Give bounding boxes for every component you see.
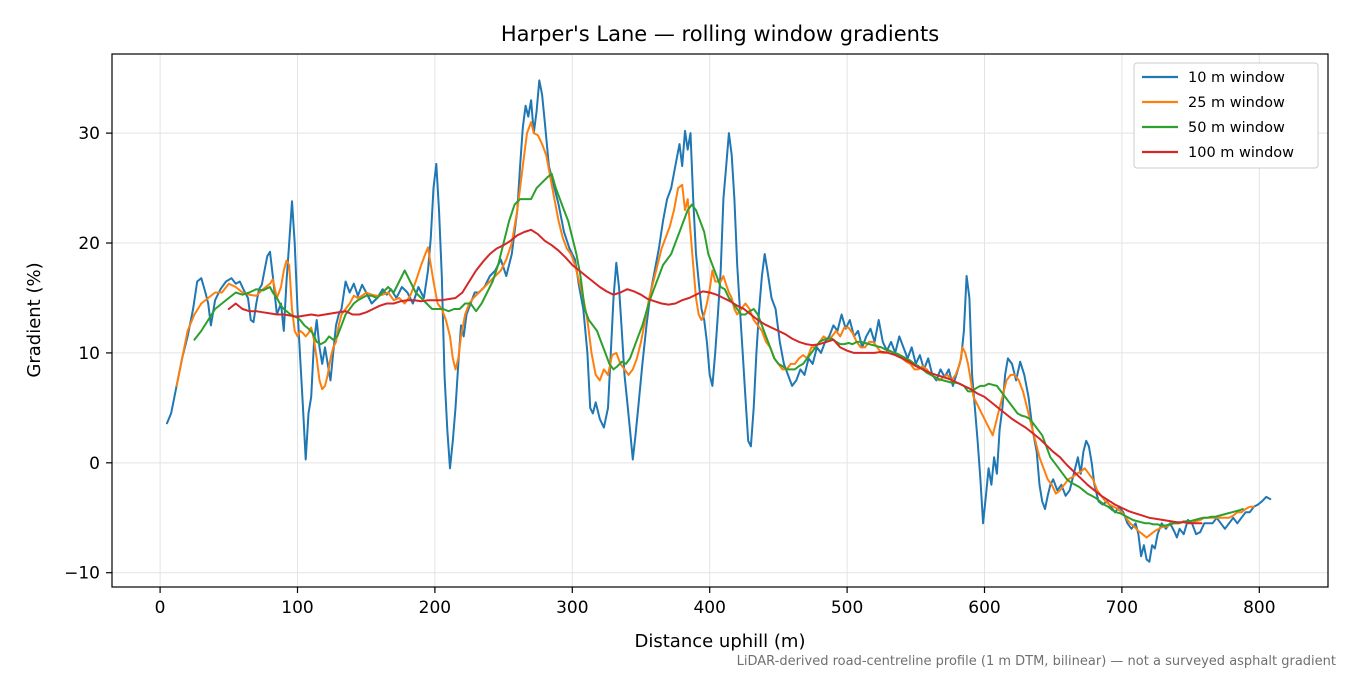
x-tick-label: 400 [693,598,725,618]
series-line-10-m-window [166,79,1272,563]
legend-entry-label: 25 m window [1188,95,1285,111]
x-tick-label: 500 [831,598,863,618]
x-tick-label: 600 [968,598,1000,618]
series-line-100-m-window [227,228,1203,525]
footnote: LiDAR-derived road-centreline profile (1… [737,654,1336,669]
series-line-50-m-window [193,172,1244,527]
y-tick-label: 30 [78,124,100,144]
legend-box [1133,62,1319,169]
legend-entry-label: 10 m window [1188,70,1285,86]
x-tick-label: 0 [155,598,166,618]
y-tick-label: 0 [89,454,100,474]
legend-entry-label: 100 m window [1188,145,1294,161]
x-tick-label: 300 [556,598,588,618]
x-tick-label: 800 [1243,598,1275,618]
x-axis-label: Distance uphill (m) [635,631,806,652]
legend-entry-label: 50 m window [1188,120,1285,136]
x-tick-label: 100 [281,598,313,618]
y-tick-label: −10 [64,564,100,584]
x-tick-label: 200 [419,598,451,618]
x-tick-label: 700 [1106,598,1138,618]
chart-title: Harper's Lane — rolling window gradients [501,22,939,46]
series-line-25-m-window [175,121,1255,539]
y-tick-label: 10 [78,344,100,364]
y-tick-label: 20 [78,234,100,254]
plot-frame [111,53,1329,588]
legend: 10 m window 25 m window 50 m window 100 m w… [1133,62,1319,169]
axis-ticks: 0 100 200 300 400 500 600 700 800 −10 0 10 20 30 [64,124,1275,618]
y-axis-label: Gradient (%) [24,262,45,377]
series-lines [166,79,1272,563]
